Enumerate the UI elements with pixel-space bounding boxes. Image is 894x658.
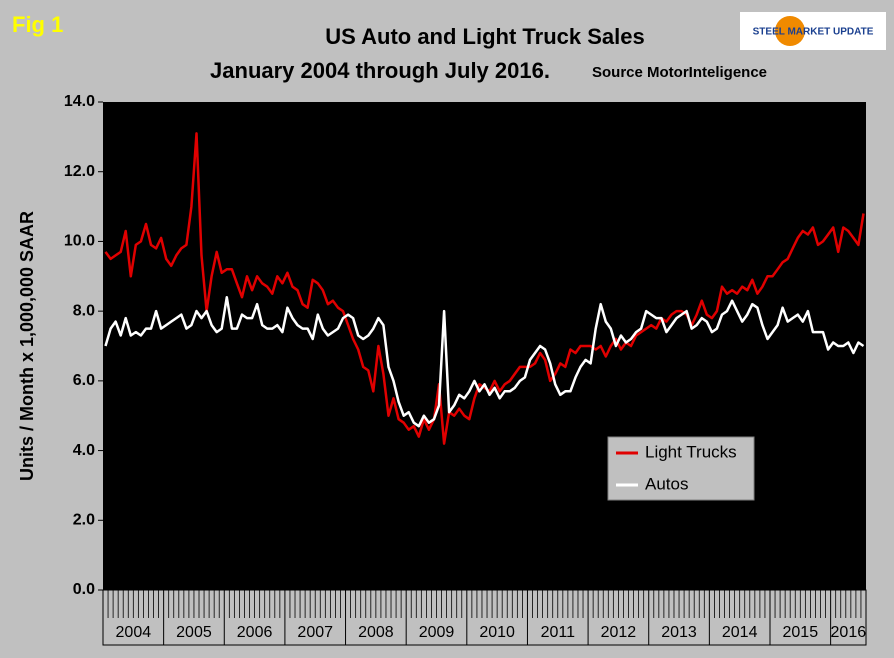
x-tick-label: 2005 (176, 624, 212, 641)
x-tick-label: 2013 (661, 624, 697, 641)
chart-subtitle: January 2004 through July 2016. (210, 58, 550, 83)
x-tick-label: 2016 (831, 624, 867, 641)
plot-area (103, 102, 866, 590)
logo-box (740, 12, 886, 50)
x-tick-label: 2012 (601, 624, 637, 641)
source: Source MotorInteligence (592, 64, 767, 81)
legend-label: Light Trucks (645, 442, 737, 461)
series-line (104, 295, 865, 428)
y-tick-label: 4.0 (73, 442, 95, 459)
x-tick-label: 2006 (237, 624, 273, 641)
x-tick-label: 2007 (297, 624, 333, 641)
x-tick-label: 2011 (541, 624, 576, 641)
fig-label: Fig 1 (12, 12, 63, 37)
y-tick-label: 14.0 (64, 93, 95, 110)
x-tick-label: 2009 (419, 624, 455, 641)
logo: STEEL MARKET UPDATE (753, 27, 874, 38)
x-tick-label: 2015 (783, 624, 819, 641)
y-tick-label: 8.0 (73, 302, 95, 319)
x-tick-label: 2014 (722, 624, 758, 641)
x-tick-label: 2010 (479, 624, 515, 641)
x-tick-label: 2004 (116, 624, 152, 641)
legend-box (607, 436, 755, 501)
y-tick-label: 12.0 (64, 163, 95, 180)
series-line (104, 132, 865, 445)
y-tick-label: 0.0 (73, 581, 95, 598)
y-tick-label: 10.0 (64, 233, 95, 250)
y-tick-label: 6.0 (73, 372, 95, 389)
chart-title: US Auto and Light Truck Sales (325, 24, 644, 49)
y-axis-label: Units / Month x 1,000,000 SAAR (17, 211, 37, 481)
y-tick-label: 2.0 (73, 512, 95, 529)
legend-label: Autos (645, 474, 688, 493)
x-tick-label: 2008 (358, 624, 394, 641)
logo-mark (775, 16, 805, 46)
